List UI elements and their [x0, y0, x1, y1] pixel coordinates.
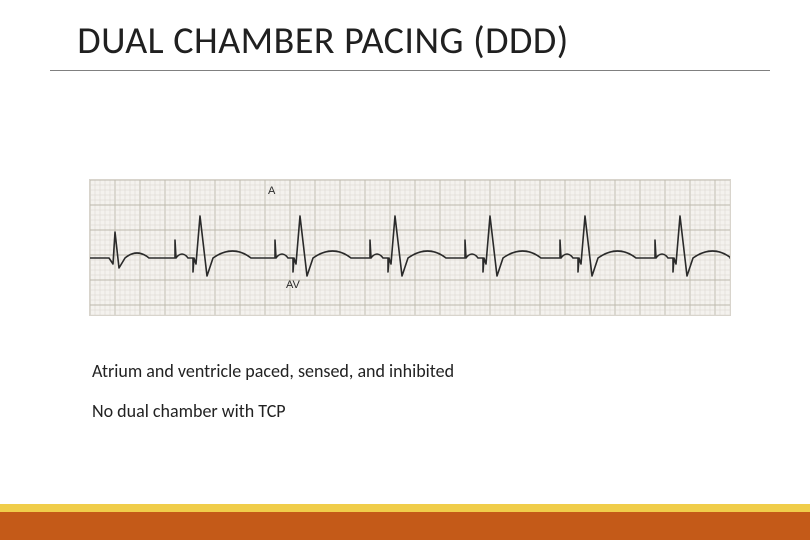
bullet-item: Atrium and ventricle paced, sensed, and … [92, 360, 712, 382]
bullet-list: Atrium and ventricle paced, sensed, and … [92, 360, 712, 440]
ecg-svg: A AV [90, 180, 730, 315]
footer-accent-bottom [0, 512, 810, 540]
slide: DUAL CHAMBER PACING (DDD) A AV Atrium and… [0, 0, 810, 540]
svg-text:A: A [268, 185, 276, 197]
bullet-item: No dual chamber with TCP [92, 400, 712, 422]
ecg-strip: A AV [90, 180, 730, 315]
svg-text:AV: AV [286, 279, 301, 291]
slide-title: DUAL CHAMBER PACING (DDD) [50, 20, 770, 71]
footer-accent-top [0, 504, 810, 512]
footer-bar [0, 504, 810, 540]
